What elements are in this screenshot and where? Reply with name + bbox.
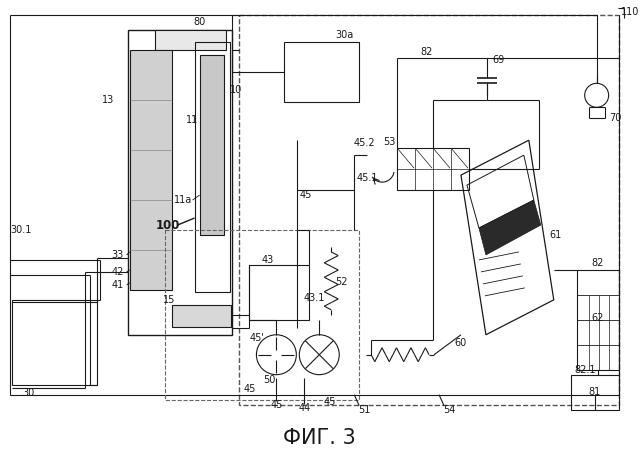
Text: 62: 62 — [591, 313, 604, 323]
Text: 10: 10 — [230, 85, 243, 95]
Text: 45': 45' — [250, 333, 265, 343]
Text: 15: 15 — [163, 295, 176, 305]
Text: 61: 61 — [550, 230, 562, 240]
Text: 33: 33 — [111, 250, 124, 260]
Text: 45.1: 45.1 — [356, 173, 378, 183]
Text: 11a: 11a — [173, 195, 192, 205]
Text: 45: 45 — [323, 397, 335, 407]
Bar — [155, 30, 227, 50]
Bar — [172, 305, 232, 327]
Bar — [130, 50, 172, 290]
Text: 54: 54 — [443, 404, 455, 414]
Text: 69: 69 — [493, 56, 505, 65]
Bar — [577, 270, 619, 369]
Text: 70: 70 — [609, 113, 622, 123]
Bar — [250, 265, 309, 320]
Text: 44: 44 — [298, 403, 310, 413]
Text: 82: 82 — [421, 47, 433, 57]
Bar — [571, 375, 619, 409]
Text: 82: 82 — [591, 258, 604, 268]
Text: 43.1: 43.1 — [303, 293, 325, 303]
Text: 30: 30 — [22, 388, 34, 397]
Text: 30.1: 30.1 — [10, 225, 31, 235]
Bar — [195, 42, 230, 292]
Text: 52: 52 — [335, 277, 348, 287]
Text: ФИГ. 3: ФИГ. 3 — [283, 427, 356, 448]
Text: 41: 41 — [111, 280, 124, 290]
Text: 43: 43 — [261, 255, 273, 265]
Bar — [128, 30, 232, 335]
Text: 81: 81 — [589, 386, 601, 397]
Bar — [164, 230, 359, 400]
Bar — [397, 148, 469, 190]
Text: 60: 60 — [455, 338, 467, 348]
Text: 11: 11 — [186, 115, 198, 125]
Bar — [284, 42, 359, 102]
Text: 45: 45 — [270, 400, 283, 409]
Text: 45: 45 — [299, 190, 312, 200]
Text: 51: 51 — [358, 404, 371, 414]
Bar — [12, 300, 97, 385]
Text: 80: 80 — [193, 17, 205, 28]
Bar — [239, 16, 619, 405]
Text: 82.1: 82.1 — [575, 365, 596, 375]
Bar — [200, 56, 223, 235]
Text: 42: 42 — [111, 267, 124, 277]
Text: 53: 53 — [383, 137, 396, 147]
Text: 50: 50 — [263, 375, 276, 385]
Text: 110: 110 — [621, 7, 640, 17]
Text: 45: 45 — [243, 384, 255, 394]
Text: 45.2: 45.2 — [353, 138, 375, 148]
Text: 30a: 30a — [335, 30, 353, 40]
Polygon shape — [479, 200, 541, 255]
Text: 100: 100 — [156, 218, 180, 231]
Text: 13: 13 — [102, 95, 114, 105]
